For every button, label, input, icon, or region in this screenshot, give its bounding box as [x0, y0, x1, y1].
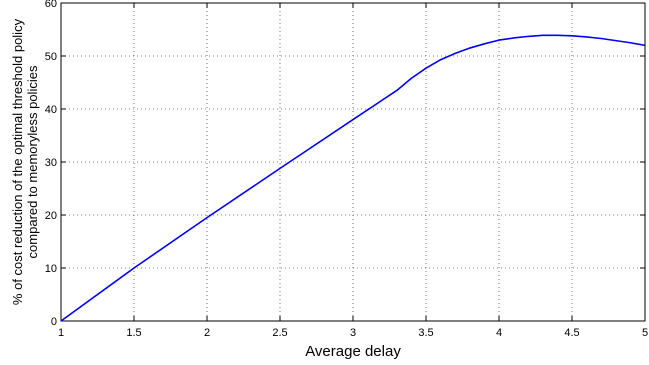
y-tick-label: 30 — [45, 157, 57, 169]
y-axis-label: % of cost reduction of the optimal thres… — [10, 18, 40, 305]
x-tick-label: 2.5 — [272, 327, 287, 339]
y-tick-label: 50 — [45, 51, 57, 63]
y-tick-label: 0 — [51, 316, 57, 328]
series-layer — [60, 34, 646, 322]
x-tick-label: 2 — [204, 327, 210, 339]
x-tick-label: 1 — [58, 327, 64, 339]
x-tick-label: 4.5 — [564, 327, 579, 339]
x-tick-label: 1.5 — [126, 327, 141, 339]
grid — [61, 3, 645, 321]
x-tick-label: 3 — [350, 327, 356, 339]
x-tick-label: 3.5 — [418, 327, 433, 339]
series-line — [60, 34, 646, 322]
y-tick-label: 20 — [45, 210, 57, 222]
y-tick-label: 60 — [45, 0, 57, 10]
y-tick-label: 10 — [45, 263, 57, 275]
x-axis-label: Average delay — [305, 343, 401, 360]
x-tick-label: 4 — [496, 327, 502, 339]
x-tick-label: 5 — [642, 327, 648, 339]
y-axis-label-line-1: % of cost reduction of the optimal thres… — [10, 18, 25, 305]
y-tick-label: 40 — [45, 104, 57, 116]
ticks — [60, 2, 646, 322]
y-axis-label-line-2: compared to memoryless policies — [25, 65, 40, 258]
